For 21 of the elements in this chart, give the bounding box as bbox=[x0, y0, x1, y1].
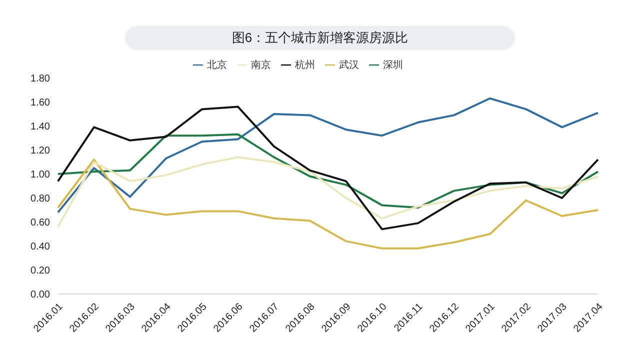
y-tick-label: 0.60 bbox=[30, 218, 50, 229]
y-tick-label: 1.20 bbox=[30, 146, 50, 157]
y-tick-label: 1.00 bbox=[30, 170, 50, 181]
y-tick-label: 1.60 bbox=[30, 98, 50, 109]
legend-label: 南京 bbox=[251, 60, 271, 71]
legend-label: 北京 bbox=[207, 60, 227, 71]
y-tick-label: 0.00 bbox=[30, 290, 50, 301]
y-tick-label: 1.40 bbox=[30, 122, 50, 133]
line-series bbox=[57, 156, 599, 228]
legend-label: 武汉 bbox=[339, 60, 359, 71]
y-tick-label: 0.40 bbox=[30, 242, 50, 253]
legend-label: 深圳 bbox=[383, 60, 403, 71]
y-tick-label: 1.80 bbox=[30, 74, 50, 85]
line-series bbox=[57, 106, 599, 230]
legend-label: 杭州 bbox=[295, 60, 315, 71]
line-series bbox=[57, 133, 599, 209]
chart-title: 图6：五个城市新增客源房源比 bbox=[125, 26, 515, 50]
line-series bbox=[57, 97, 599, 214]
line-series bbox=[57, 158, 599, 250]
y-tick-label: 0.20 bbox=[30, 266, 50, 277]
y-tick-label: 0.80 bbox=[30, 194, 50, 205]
